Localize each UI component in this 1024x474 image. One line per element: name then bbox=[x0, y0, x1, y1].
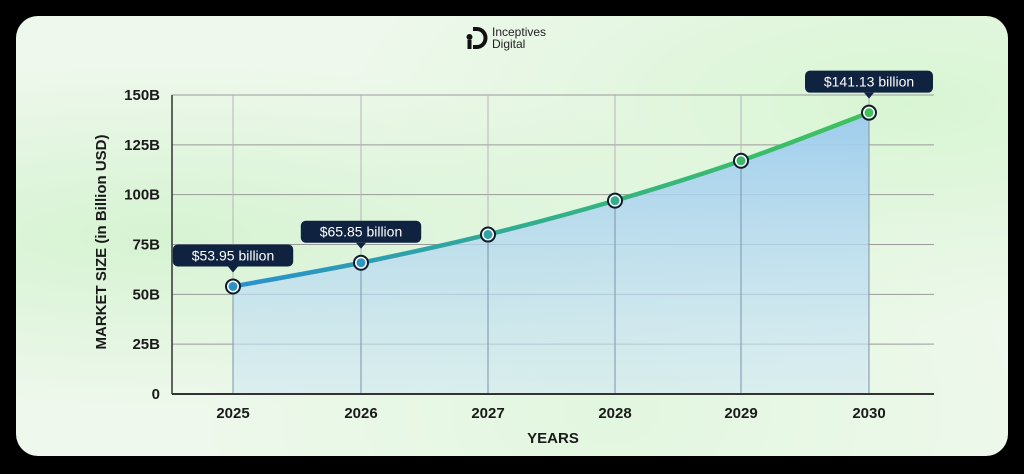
area-fill bbox=[233, 112, 869, 394]
y-tick-label: 150B bbox=[124, 87, 160, 104]
y-tick-label: 75B bbox=[132, 237, 160, 254]
brand-name-line1: Inceptives bbox=[492, 25, 547, 39]
y-tick-label: 125B bbox=[124, 137, 160, 154]
data-points bbox=[225, 104, 877, 295]
y-tick-label: 25B bbox=[132, 336, 160, 353]
y-tick-label: 100B bbox=[124, 187, 160, 204]
x-tick-label: 2029 bbox=[724, 405, 757, 422]
y-axis-title: MARKET SIZE (in Billion USD) bbox=[93, 135, 110, 350]
x-tick-label: 2030 bbox=[852, 405, 885, 422]
x-tick-label: 2025 bbox=[216, 405, 249, 422]
callout-label: $141.13 billion bbox=[824, 74, 914, 90]
brand-name-line2: Digital bbox=[492, 37, 526, 51]
drop-lines bbox=[232, 112, 870, 394]
value-callout: $53.95 billion bbox=[172, 244, 294, 273]
axes bbox=[171, 95, 934, 395]
callout-label: $65.85 billion bbox=[320, 224, 403, 240]
x-tick-label: 2026 bbox=[344, 405, 377, 422]
trend-line bbox=[230, 110, 872, 289]
callout-label: $53.95 billion bbox=[192, 247, 275, 263]
logo-icon bbox=[466, 26, 488, 50]
axis-labels: 0 25B 50B 75B 100B 125B 150B 2025 2026 2027 2028 20… bbox=[93, 87, 886, 447]
value-callout: $141.13 billion bbox=[805, 70, 933, 99]
value-callouts: $53.95 billion $65.85 billion $141.13 bill… bbox=[172, 70, 933, 273]
brand-logo: Inceptives Digital bbox=[466, 26, 546, 50]
y-tick-label: 0 bbox=[152, 386, 160, 403]
x-tick-label: 2028 bbox=[598, 405, 631, 422]
x-axis-title: YEARS bbox=[527, 430, 579, 447]
y-tick-label: 50B bbox=[132, 286, 160, 303]
x-tick-label: 2027 bbox=[471, 405, 504, 422]
value-callout: $65.85 billion bbox=[300, 220, 422, 249]
